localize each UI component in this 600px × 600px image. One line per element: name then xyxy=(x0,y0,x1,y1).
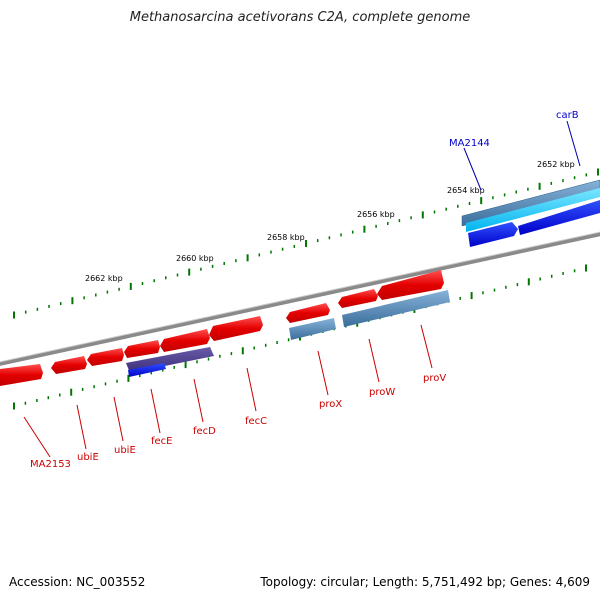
gene-carB-blue[interactable] xyxy=(518,200,600,235)
scale-label: 2656 kbp xyxy=(357,210,395,219)
reverse-genes-lower xyxy=(126,290,450,377)
gene-proX[interactable] xyxy=(286,303,330,323)
gene-fecE[interactable] xyxy=(124,340,160,358)
gene-ubiE-1[interactable] xyxy=(51,356,87,374)
gene-proV[interactable] xyxy=(377,270,444,300)
callout-fecE xyxy=(150,388,161,434)
gene-MA2144[interactable] xyxy=(468,222,518,247)
gene-label[interactable]: ubiE xyxy=(77,452,99,463)
callout-lines xyxy=(23,120,581,458)
gene-proW[interactable] xyxy=(338,289,378,308)
gene-label[interactable]: MA2144 xyxy=(449,138,490,149)
gene-label[interactable]: fecE xyxy=(151,436,173,447)
forward-genes xyxy=(0,270,444,386)
callout-proV xyxy=(420,324,433,369)
gene-label[interactable]: proW xyxy=(369,387,395,398)
gene-label[interactable]: proX xyxy=(319,399,342,410)
gene-label[interactable]: proV xyxy=(423,373,446,384)
gene-carB-bar[interactable] xyxy=(461,179,600,227)
gene-fecE-blue[interactable] xyxy=(128,363,166,377)
callout-fecD xyxy=(193,378,204,423)
gene-MA2153[interactable] xyxy=(0,364,43,386)
callout-MA2144 xyxy=(463,147,482,191)
callout-ubiE-1 xyxy=(76,404,87,450)
scale-label: 2660 kbp xyxy=(176,254,214,263)
upper-genes xyxy=(461,179,600,247)
callout-fecC xyxy=(246,367,257,412)
gene-fecD[interactable] xyxy=(160,329,210,352)
gene-fecC[interactable] xyxy=(209,316,263,341)
accession-label: Accession: NC_003552 xyxy=(9,575,146,589)
scale-label: 2658 kbp xyxy=(267,233,305,242)
genome-backbone xyxy=(0,232,600,366)
gene-label[interactable]: carB xyxy=(556,110,579,121)
gene-proX-steel[interactable] xyxy=(289,318,336,340)
scale-label: 2662 kbp xyxy=(85,274,123,283)
callout-proW xyxy=(368,338,380,383)
genome-backbone-highlight xyxy=(0,231,600,363)
gene-proWV-steel[interactable] xyxy=(342,290,450,327)
gene-carB-cyan[interactable] xyxy=(466,188,600,232)
gene-label[interactable]: fecC xyxy=(245,416,267,427)
gene-label[interactable]: ubiE xyxy=(114,445,136,456)
callout-carB xyxy=(566,120,581,167)
callout-proX xyxy=(317,350,329,396)
map-title: Methanosarcina acetivorans C2A, complete… xyxy=(129,10,471,25)
scale-label: 2652 kbp xyxy=(537,160,575,169)
genome-info-label: Topology: circular; Length: 5,751,492 bp… xyxy=(260,575,590,589)
scale-label: 2654 kbp xyxy=(447,186,485,195)
callout-MA2153 xyxy=(23,416,51,458)
gene-label[interactable]: fecD xyxy=(193,426,216,437)
gene-label[interactable]: MA2153 xyxy=(30,459,71,470)
callout-ubiE-2 xyxy=(113,396,124,442)
scale-ticks-outer xyxy=(13,168,599,319)
gene-ubiE-2[interactable] xyxy=(87,348,124,366)
